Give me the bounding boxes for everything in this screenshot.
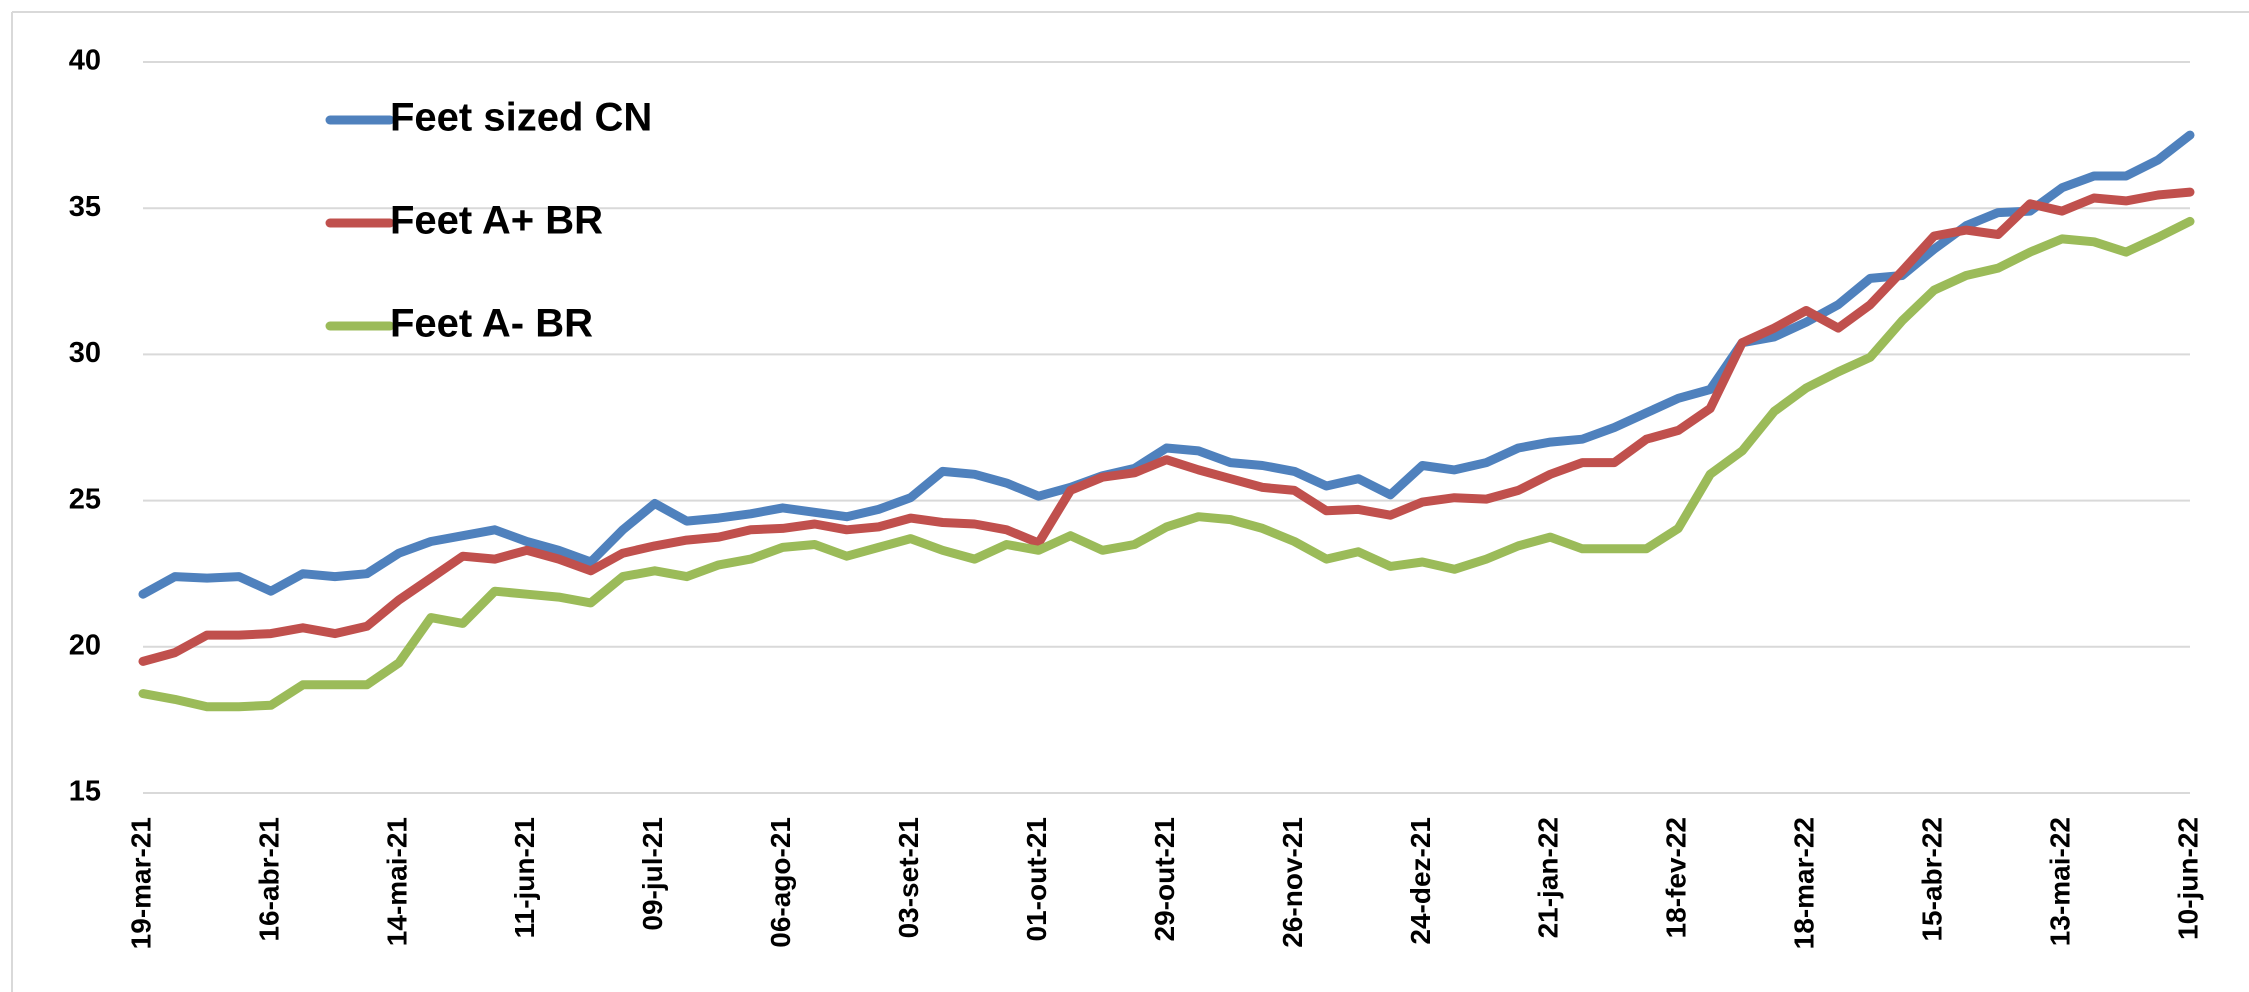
x-tick-label: 19-mar-21 [125, 817, 156, 949]
x-tick-label: 03-set-21 [893, 817, 924, 938]
x-tick-label: 21-jan-22 [1533, 817, 1564, 938]
x-tick-label: 15-abr-22 [1917, 817, 1948, 942]
line-series [138, 187, 2195, 666]
x-tick-label: 18-fev-22 [1661, 817, 1692, 938]
x-tick-label: 11-jun-21 [509, 817, 540, 938]
y-tick-label: 30 [69, 337, 101, 369]
x-tick-label: 13-mai-22 [2044, 817, 2075, 946]
x-tick-label: 16-abr-21 [253, 817, 284, 942]
x-tick-label: 18-mar-22 [1789, 817, 1820, 949]
y-tick-label: 15 [69, 776, 101, 808]
y-tick-label: 25 [69, 483, 101, 515]
x-tick-label: 24-dez-21 [1405, 817, 1436, 945]
x-tick-label: 01-out-21 [1021, 817, 1052, 941]
legend-label: Feet A+ BR [390, 199, 603, 243]
x-tick-label: 09-jul-21 [637, 817, 668, 931]
line-series [138, 130, 2195, 599]
x-tick-label: 26-nov-21 [1277, 817, 1308, 948]
y-tick-label: 20 [69, 629, 101, 661]
x-tick-label: 06-ago-21 [765, 817, 796, 948]
x-tick-label: 29-out-21 [1149, 817, 1180, 941]
line-series [138, 216, 2195, 712]
x-tick-label: 14-mai-21 [381, 817, 412, 946]
x-tick-label: 10-jun-22 [2172, 817, 2203, 940]
y-tick-label: 40 [69, 45, 101, 77]
y-tick-label: 35 [69, 191, 101, 223]
legend-label: Feet sized CN [390, 96, 652, 140]
legend-label: Feet A- BR [390, 302, 593, 346]
